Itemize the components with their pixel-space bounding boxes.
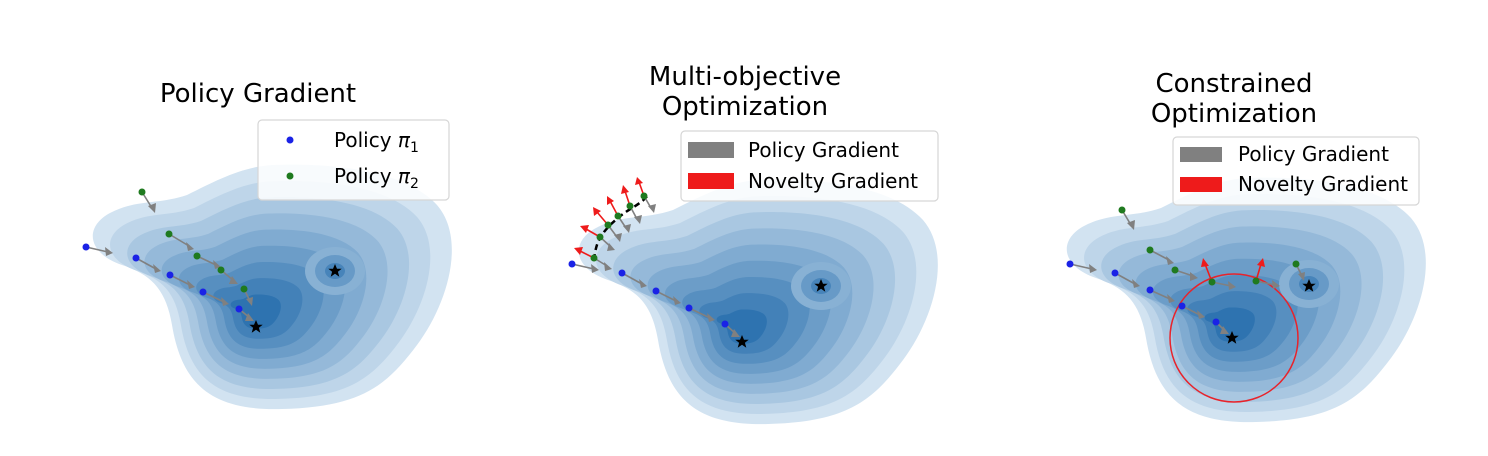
policy-2-point bbox=[590, 254, 598, 262]
policy-2-point bbox=[1171, 266, 1179, 274]
legend-label-novelty-gradient: Novelty Gradient bbox=[748, 169, 918, 193]
policy-2-point bbox=[240, 285, 248, 293]
policy-2-point bbox=[1292, 260, 1300, 268]
legend-patch-novelty-gradient bbox=[1180, 177, 1222, 192]
legend-multi-objective: Policy Gradient Novelty Gradient bbox=[680, 130, 939, 202]
trajectory-policy-1 bbox=[1066, 260, 1229, 334]
policy-gradient-arrows-front bbox=[593, 195, 656, 271]
policy-gradient-arrow bbox=[1149, 289, 1175, 303]
legend-marker-policy-2 bbox=[286, 172, 294, 180]
policy-1-point bbox=[1111, 269, 1119, 277]
policy-2-point bbox=[1118, 206, 1126, 214]
panel-2-title-line-1: Multi-objective bbox=[649, 62, 841, 92]
star-icon bbox=[735, 335, 749, 348]
star-icon bbox=[814, 279, 828, 292]
pareto-front bbox=[592, 194, 650, 261]
star-icon bbox=[1302, 279, 1316, 292]
trajectory-policy-2 bbox=[138, 188, 253, 306]
policy-1-point bbox=[652, 287, 660, 295]
legend-patch-novelty-gradient bbox=[688, 173, 734, 189]
panel-1-title: Policy Gradient bbox=[160, 79, 356, 109]
policy-gradient-arrow bbox=[571, 263, 599, 273]
trajectory-policy-1 bbox=[568, 260, 740, 337]
policy-gradient-arrow bbox=[1149, 249, 1174, 265]
policy-2-point bbox=[640, 192, 648, 200]
policy-2-point bbox=[217, 266, 225, 274]
panel-multi-objective bbox=[568, 177, 938, 425]
policy-2-point bbox=[1146, 246, 1154, 254]
legend-label-policy-2: Policy π2 bbox=[334, 164, 419, 192]
policy-gradient-arrow bbox=[202, 291, 229, 306]
policy-2-point bbox=[1208, 278, 1216, 286]
policy-gradient-arrow bbox=[655, 290, 681, 305]
policy-1-point bbox=[685, 304, 693, 312]
trajectory-policy-2 bbox=[590, 192, 648, 262]
star-icon bbox=[328, 264, 342, 277]
policy-gradient-arrow bbox=[196, 255, 221, 269]
constraint-circle bbox=[1169, 273, 1299, 403]
legend-label-novelty-gradient: Novelty Gradient bbox=[1238, 172, 1408, 196]
policy-1-point bbox=[1178, 302, 1186, 310]
legend-frame bbox=[1172, 136, 1420, 206]
policy-2-point bbox=[193, 252, 201, 260]
policy-2-point bbox=[138, 188, 146, 196]
policy-1-point bbox=[235, 305, 243, 313]
panel-3-title-line-1: Constrained bbox=[1155, 69, 1312, 99]
policy-1-point bbox=[568, 260, 576, 268]
policy-1-point bbox=[1066, 260, 1074, 268]
policy-1-point bbox=[1212, 318, 1220, 326]
policy-1-point bbox=[199, 288, 207, 296]
legend-frame bbox=[680, 130, 939, 202]
legend-marker-policy-1 bbox=[286, 136, 294, 144]
legend-patch-policy-gradient bbox=[1180, 147, 1222, 162]
panel-3-title-line-2: Optimization bbox=[1151, 99, 1317, 129]
policy-gradient-arrow bbox=[1114, 272, 1140, 288]
panel-2-title-line-2: Optimization bbox=[662, 92, 828, 122]
novelty-gradient-arrow bbox=[593, 207, 609, 226]
panel-constrained bbox=[1066, 177, 1426, 423]
legend-label-policy-gradient: Policy Gradient bbox=[748, 138, 899, 162]
legend-label-policy-gradient: Policy Gradient bbox=[1238, 142, 1389, 166]
contour-plot bbox=[578, 179, 938, 425]
star-icon bbox=[1225, 331, 1239, 344]
star-icon bbox=[249, 320, 263, 333]
titles: Policy Gradient Multi-objective Optimiza… bbox=[160, 62, 1317, 129]
policy-1-point bbox=[721, 320, 729, 328]
policy-gradient-arrow bbox=[168, 233, 194, 251]
panel-policy-gradient bbox=[82, 164, 452, 410]
policy-1-point bbox=[132, 254, 140, 262]
policy-2-point bbox=[1252, 277, 1260, 285]
contour-plot bbox=[1066, 177, 1426, 423]
policy-1-point bbox=[166, 271, 174, 279]
contour-plot bbox=[92, 164, 452, 410]
policy-gradient-arrow bbox=[85, 246, 113, 256]
policy-2-point bbox=[596, 233, 604, 241]
policy-2-point bbox=[604, 221, 612, 229]
trajectory-policy-1 bbox=[82, 243, 254, 321]
policy-gradient-arrow bbox=[169, 274, 195, 289]
trajectory-policy-2 bbox=[1118, 206, 1305, 290]
policy-1-point bbox=[1146, 286, 1154, 294]
legend-constrained: Policy Gradient Novelty Gradient bbox=[1172, 136, 1420, 206]
policy-1-point bbox=[618, 269, 626, 277]
policy-gradient-arrow bbox=[688, 307, 715, 322]
policy-gradient-arrow bbox=[621, 272, 647, 288]
policy-2-point bbox=[614, 212, 622, 220]
policy-gradient-arrow bbox=[1069, 263, 1097, 273]
legend-patch-policy-gradient bbox=[688, 142, 734, 158]
policy-2-point bbox=[626, 202, 634, 210]
policy-gradient-arrow bbox=[135, 257, 161, 273]
policy-2-point bbox=[165, 230, 173, 238]
legend-policies: Policy π1 Policy π2 bbox=[257, 119, 450, 201]
policy-1-point bbox=[82, 243, 90, 251]
legend-frame bbox=[257, 119, 450, 201]
legend-label-policy-1: Policy π1 bbox=[334, 128, 419, 156]
